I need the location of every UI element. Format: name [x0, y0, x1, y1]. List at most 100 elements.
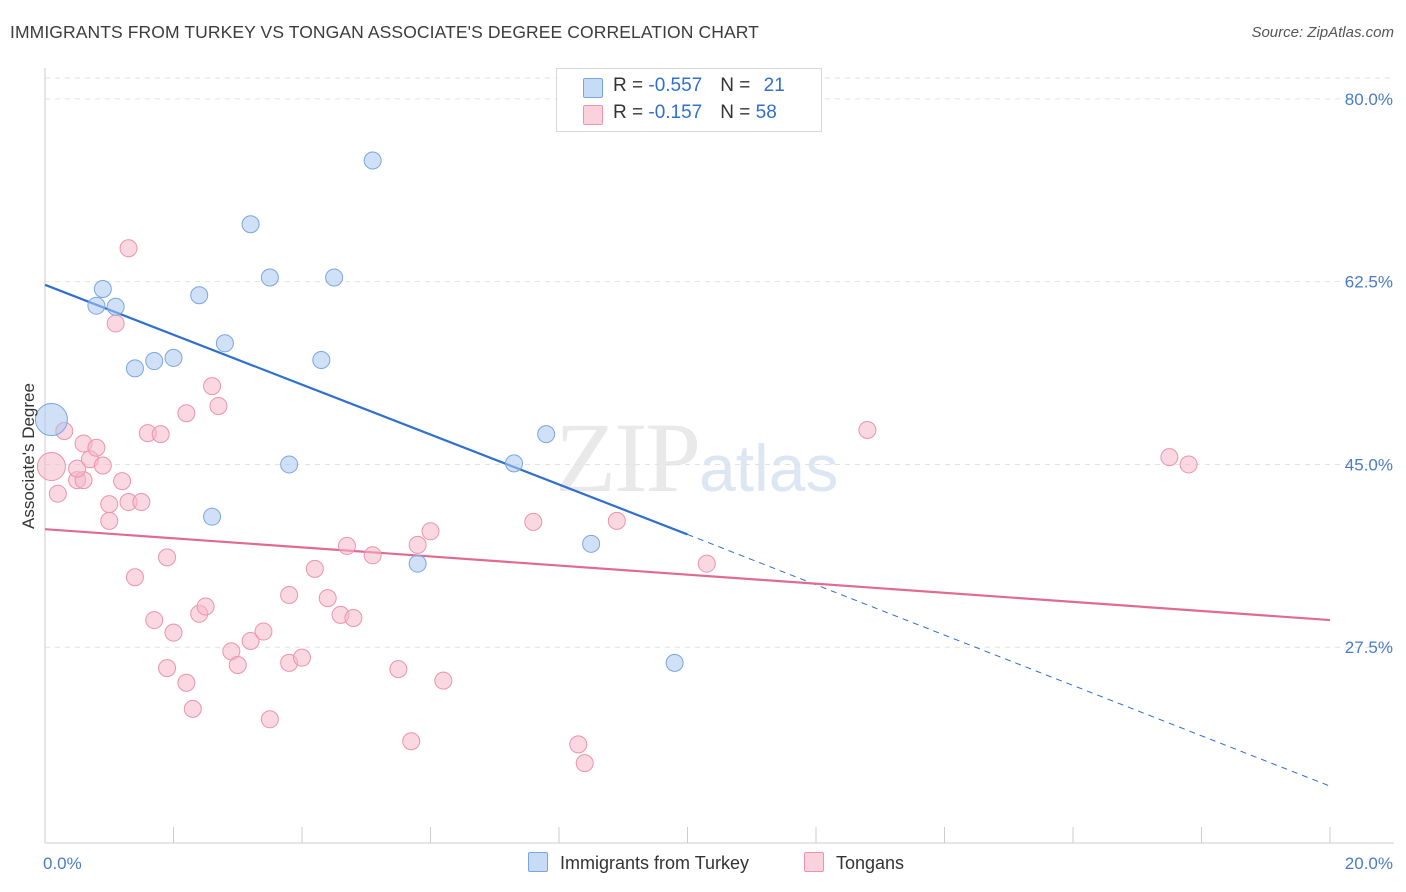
point-series-1 — [389, 660, 408, 679]
legend-swatch-turkey — [583, 78, 603, 98]
point-series-0 — [34, 403, 68, 437]
point-series-1 — [87, 438, 106, 457]
point-series-1 — [607, 511, 626, 530]
watermark-atlas: atlas — [699, 431, 839, 505]
point-series-1 — [363, 546, 382, 565]
y-tick-label: 80.0% — [1345, 90, 1393, 109]
point-series-0 — [505, 454, 524, 473]
point-series-1 — [421, 522, 440, 541]
point-series-0 — [164, 348, 183, 367]
point-series-1 — [305, 559, 324, 578]
point-series-1 — [228, 655, 247, 674]
point-series-1 — [280, 586, 299, 604]
trend-extension-series-0 — [687, 533, 1331, 787]
bottom-legend-label: Tongans — [836, 853, 905, 873]
point-series-0 — [215, 334, 234, 353]
legend-n-value: 21 — [763, 75, 785, 96]
chart-title: IMMIGRANTS FROM TURKEY VS TONGAN ASSOCIA… — [10, 22, 759, 42]
x-tick-label: 0.0% — [43, 854, 82, 873]
trend-lines — [44, 283, 1331, 787]
point-series-1 — [113, 472, 132, 491]
point-series-1 — [100, 495, 119, 514]
tick-labels: 80.0% 62.5% 45.0% 27.5% 0.0% 20.0% — [43, 90, 1393, 873]
point-series-1 — [318, 589, 337, 608]
point-series-1 — [196, 597, 215, 616]
point-series-1 — [106, 314, 125, 333]
point-series-0 — [145, 352, 164, 371]
bottom-legend-swatch-tongans — [804, 852, 824, 872]
point-series-1 — [177, 404, 196, 423]
bottom-legend-turkey: Immigrants from Turkey — [528, 852, 749, 874]
trend-line-series-1 — [44, 528, 1331, 622]
point-series-0 — [363, 151, 382, 170]
source-label: Source: ZipAtlas.com — [1251, 24, 1394, 41]
point-series-0 — [408, 554, 427, 573]
point-series-1 — [183, 699, 202, 718]
point-series-1 — [241, 631, 260, 650]
point-series-1 — [68, 459, 87, 478]
point-series-0 — [93, 279, 112, 298]
data-points — [34, 151, 1198, 773]
point-series-1 — [125, 568, 144, 587]
bottom-legend-swatch-turkey — [528, 852, 548, 872]
point-series-1 — [408, 535, 427, 554]
point-series-1 — [293, 648, 311, 667]
bottom-legend-label: Immigrants from Turkey — [560, 853, 750, 873]
point-series-1 — [177, 673, 196, 692]
point-series-0 — [106, 297, 125, 316]
y-tick-label: 27.5% — [1345, 638, 1393, 657]
point-series-1 — [337, 536, 356, 555]
point-series-1 — [260, 710, 279, 729]
point-series-0 — [665, 653, 684, 672]
point-series-1 — [164, 623, 183, 642]
point-series-1 — [158, 659, 177, 678]
point-series-1 — [203, 377, 222, 396]
stats-legend: R = -0.557 N = 21 R = -0.157 N = 58 — [556, 68, 822, 132]
point-series-1 — [858, 420, 877, 439]
point-series-1 — [524, 512, 543, 531]
legend-n-value: 58 — [755, 102, 777, 123]
point-series-0 — [190, 286, 209, 305]
point-series-1 — [93, 456, 112, 475]
point-series-1 — [344, 608, 363, 627]
bottom-legend-tongans: Tongans — [804, 852, 904, 874]
axes — [44, 68, 1394, 844]
point-series-0 — [280, 455, 299, 474]
y-axis-title: Associate's Degree — [19, 383, 38, 529]
point-series-1 — [48, 484, 67, 503]
point-series-0 — [203, 507, 222, 526]
point-series-0 — [582, 534, 601, 553]
x-tick-label: 20.0% — [1345, 854, 1393, 873]
legend-swatch-tongans — [583, 105, 603, 125]
watermark: ZIPatlas — [555, 400, 838, 515]
point-series-0 — [87, 296, 106, 315]
point-series-0 — [241, 215, 260, 234]
point-series-1 — [697, 554, 716, 573]
point-series-1 — [434, 671, 453, 690]
point-series-1 — [151, 425, 170, 444]
point-series-1 — [1160, 448, 1179, 467]
legend-n-label: N = — [720, 75, 756, 96]
point-series-0 — [312, 351, 331, 369]
watermark-zip: ZIP — [555, 402, 701, 513]
y-tick-label: 45.0% — [1345, 455, 1393, 474]
point-series-1 — [100, 511, 119, 530]
y-tick-label: 62.5% — [1345, 273, 1393, 292]
point-series-0 — [537, 425, 556, 444]
point-series-1 — [209, 396, 228, 415]
point-series-1 — [1179, 455, 1198, 474]
legend-r-value: -0.557 — [648, 75, 703, 96]
legend-r-label: R = — [613, 102, 649, 123]
point-series-1 — [145, 611, 164, 630]
point-series-1 — [254, 622, 273, 641]
point-series-0 — [325, 268, 344, 287]
point-series-0 — [125, 359, 144, 378]
point-series-0 — [260, 268, 279, 287]
point-series-1 — [119, 239, 138, 258]
point-series-1 — [569, 735, 588, 754]
legend-r-value: -0.157 — [648, 102, 703, 123]
point-series-1 — [132, 493, 151, 512]
point-series-1 — [36, 452, 66, 482]
legend-r-label: R = — [613, 75, 649, 96]
